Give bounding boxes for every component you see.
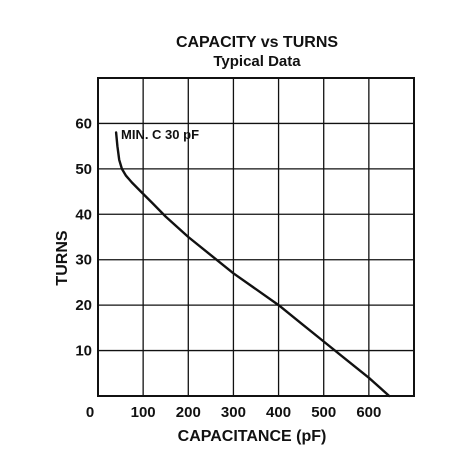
x-tick-label: 100	[131, 404, 156, 421]
x-tick-label: 0	[86, 404, 94, 421]
y-tick-label: 20	[75, 297, 92, 314]
annotation-min-capacitance: MIN. C 30 pF	[121, 127, 199, 142]
y-axis-label: TURNS	[54, 230, 71, 285]
chart-subtitle: Typical Data	[213, 53, 301, 70]
y-tick-label: 10	[75, 343, 92, 360]
x-tick-label: 400	[266, 404, 291, 421]
x-tick-label: 300	[221, 404, 246, 421]
y-tick-label: 60	[75, 115, 92, 132]
x-tick-label: 200	[176, 404, 201, 421]
plot-frame	[97, 77, 415, 397]
y-tick-labels: 10 20 30 40 50 60	[75, 115, 92, 359]
series-layer	[114, 131, 391, 398]
grid	[98, 78, 414, 396]
y-tick-label: 30	[75, 252, 92, 269]
x-tick-label: 500	[311, 404, 336, 421]
series-line	[114, 131, 391, 398]
x-tick-labels: 0 100 200 300 400 500 600	[86, 404, 382, 421]
y-tick-label: 50	[75, 161, 92, 178]
y-tick-label: 40	[75, 206, 92, 223]
x-axis-label: CAPACITANCE (pF)	[178, 428, 327, 445]
chart-title: CAPACITY vs TURNS	[176, 34, 338, 51]
x-tick-label: 600	[356, 404, 381, 421]
